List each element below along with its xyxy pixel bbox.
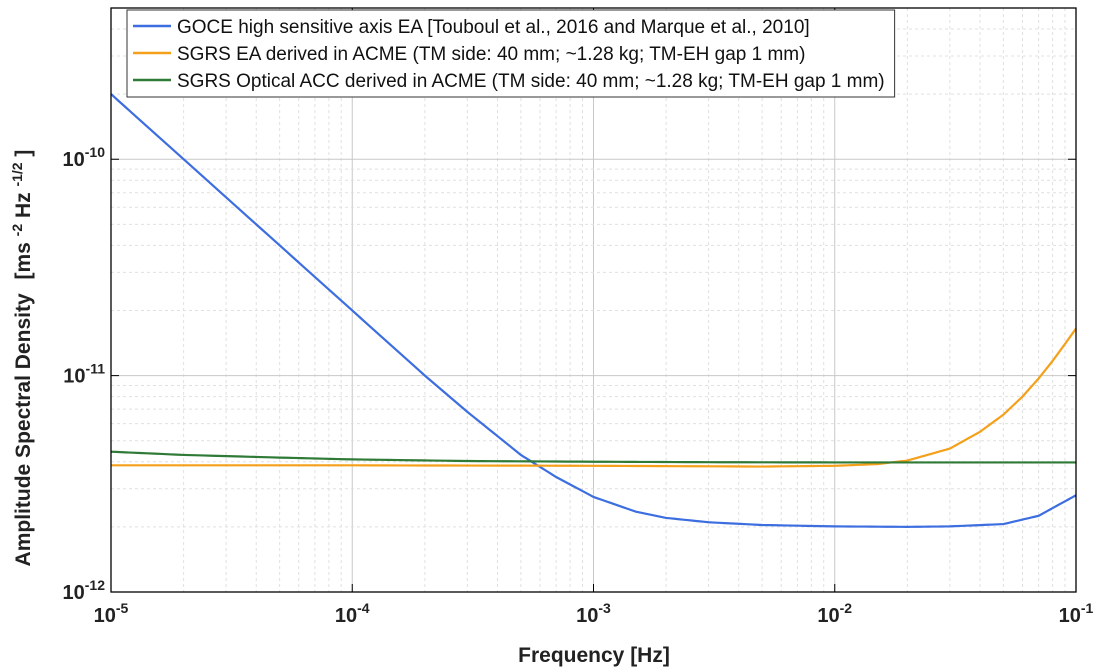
y-axis-title-units-sup2: -1/2: [9, 162, 25, 186]
grid: [110, 7, 1076, 593]
y-tick-label-exponent: -12: [85, 577, 105, 593]
y-axis-title-units-prefix: [ms: [12, 242, 35, 279]
series-line-1: [110, 93, 1077, 528]
x-tick-label: 10-5: [94, 600, 129, 627]
y-axis-title-units-mid: Hz: [12, 192, 35, 218]
y-tick-label-exponent: -10: [85, 144, 105, 160]
series-line-3: [110, 450, 1076, 464]
legend-entry-3: SGRS Optical ACC derived in ACME (TM sid…: [177, 71, 885, 92]
series-group: [110, 93, 1077, 528]
y-tick-label-base: 10: [63, 582, 85, 604]
y-axis-title-main: Amplitude Spectral Density: [12, 293, 35, 566]
series-line-2: [111, 327, 1077, 468]
legend-entry-2: SGRS EA derived in ACME (TM side: 40 mm;…: [177, 44, 805, 65]
x-tick-label-exponent: -3: [598, 600, 611, 616]
y-tick-label: 10-11: [63, 361, 105, 388]
x-tick-label-base: 10: [817, 605, 839, 627]
legend: GOCE high sensitive axis EA [Touboul et …: [126, 9, 896, 98]
x-tick-label-base: 10: [94, 605, 116, 627]
y-tick-label-base: 10: [63, 149, 85, 171]
x-axis-title: Frequency [Hz]: [518, 644, 670, 667]
x-tick-label-exponent: -1: [1081, 600, 1094, 616]
x-tick-label-base: 10: [576, 605, 598, 627]
x-tick-label-exponent: -5: [116, 600, 129, 616]
x-tick-labels: 10-5 10-4 10-3 10-2 10-1: [94, 600, 1094, 627]
x-tick-label-base: 10: [335, 605, 357, 627]
y-axis-title-units-suffix: ]: [12, 150, 35, 157]
y-tick-label-exponent: -11: [86, 361, 106, 377]
legend-entry-1: GOCE high sensitive axis EA [Touboul et …: [177, 17, 810, 38]
legend-box: [126, 9, 896, 98]
x-tick-label: 10-4: [335, 600, 370, 627]
x-tick-label: 10-2: [817, 600, 852, 627]
x-tick-label-base: 10: [1059, 605, 1081, 627]
y-tick-label: 10-12: [63, 577, 106, 604]
y-axis-title: Amplitude Spectral Density [ms -2 Hz -1/…: [4, 150, 35, 567]
y-axis-title-units-sup1: -2: [9, 224, 25, 237]
x-tick-label-exponent: -4: [357, 600, 370, 616]
x-tick-label-exponent: -2: [840, 600, 853, 616]
x-tick-label: 10-3: [576, 600, 611, 627]
y-tick-label-base: 10: [63, 366, 85, 388]
y-tick-label: 10-10: [63, 144, 106, 171]
x-tick-label: 10-1: [1059, 600, 1094, 627]
